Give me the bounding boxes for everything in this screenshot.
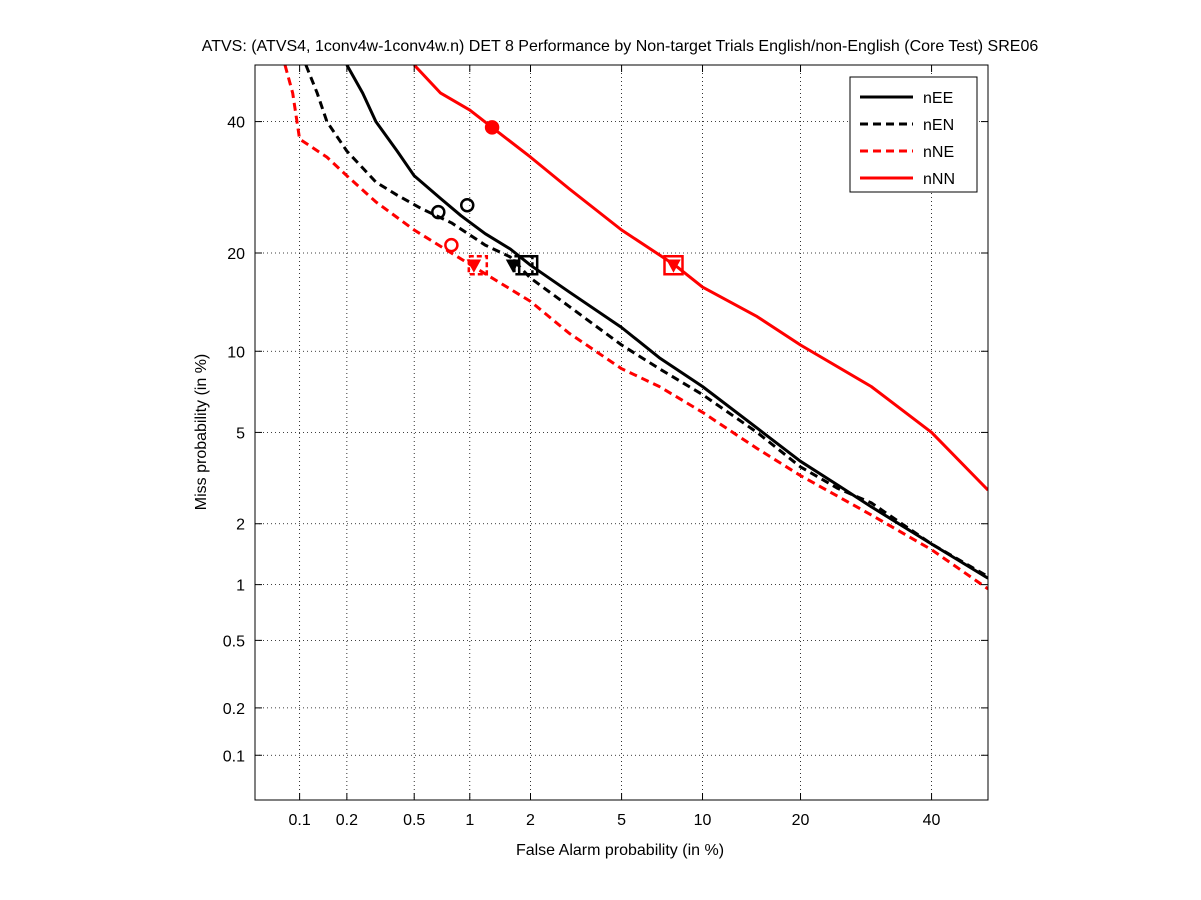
y-axis-label: Miss probability (in %): [193, 354, 210, 510]
act-dcf-triangle-nEN: [505, 259, 521, 273]
x-tick-label: 2: [526, 812, 535, 829]
eer-square-nNE: [467, 254, 489, 276]
x-tick-label: 1: [465, 812, 474, 829]
eer-square-nNN: [663, 254, 684, 276]
grid: [255, 65, 988, 800]
min-dcf-circle-nNN: [484, 120, 500, 135]
curves: [283, 65, 988, 591]
legend-box: [849, 76, 978, 193]
x-tick-label: 0.1: [288, 812, 310, 829]
y-tick-label: 0.2: [223, 701, 245, 718]
x-tick-label: 5: [617, 812, 626, 829]
chart-title: ATVS: (ATVS4, 1conv4w-1conv4w.n) DET 8 P…: [202, 38, 1039, 55]
curve-nEN: [304, 65, 988, 578]
legend-label-nEN: nEN: [923, 117, 954, 134]
x-axis-ticks: 0.1 0.2 0.5 1 2 5 10 20 40: [288, 65, 941, 829]
x-tick-label: 0.2: [336, 812, 358, 829]
y-axis-ticks: 0.1 0.2 0.5 1 2 5 10 20 40: [223, 115, 988, 765]
curve-nEE: [345, 65, 988, 580]
y-tick-label: 40: [227, 115, 245, 132]
y-tick-label: 0.5: [223, 633, 245, 650]
x-tick-label: 0.5: [403, 812, 425, 829]
legend-label-nEE: nEE: [923, 90, 953, 107]
x-tick-label: 10: [694, 812, 712, 829]
curve-nNE: [283, 65, 988, 591]
eer-square-nEN: [513, 254, 534, 276]
legend: nEE nEN nNE nNN: [849, 76, 978, 193]
y-tick-label: 10: [227, 344, 245, 361]
act-dcf-triangle-nNE: [466, 259, 482, 273]
curve-nNN: [413, 65, 988, 492]
operating-point-markers: [431, 120, 684, 276]
y-tick-label: 0.1: [223, 748, 245, 765]
x-tick-label: 40: [923, 812, 941, 829]
min-dcf-circle-nNE: [444, 237, 459, 253]
min-dcf-circle-nEN: [431, 204, 446, 220]
act-dcf-triangle-nNN: [666, 259, 681, 273]
x-tick-label: 20: [792, 812, 810, 829]
y-tick-label: 1: [236, 578, 245, 595]
y-tick-label: 2: [236, 517, 245, 534]
min-dcf-circle-nEE: [459, 198, 475, 213]
y-tick-label: 20: [227, 246, 245, 263]
x-axis-label: False Alarm probability (in %): [516, 842, 724, 859]
legend-label-nNE: nNE: [923, 144, 954, 161]
y-tick-label: 5: [236, 425, 245, 442]
legend-label-nNN: nNN: [923, 171, 955, 188]
